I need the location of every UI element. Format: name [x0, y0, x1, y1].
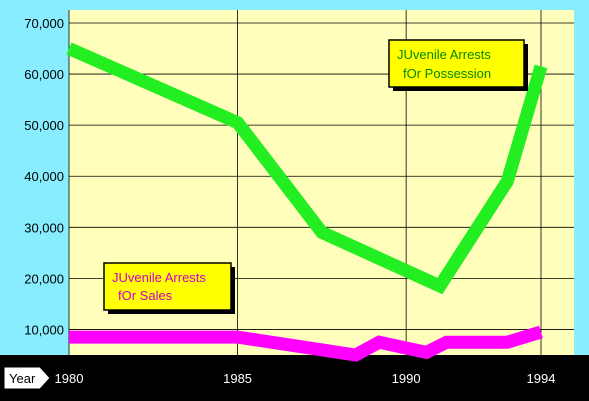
- y-tick-label-1: 20,000: [24, 271, 64, 286]
- y-tick-label-6: 70,000: [24, 16, 64, 31]
- year-arrow-badge: Year: [3, 366, 51, 390]
- callout-sales: JUvenile Arrests fOr Sales: [103, 262, 235, 314]
- x-axis-ticks: 1980 1985 1990 1994: [55, 371, 556, 386]
- series-1: [68, 325, 543, 362]
- x-axis-title: Year: [9, 371, 36, 386]
- callout-possession: JUvenile Arrests fOr Possession: [388, 39, 528, 91]
- x-tick-label-3: 1994: [527, 371, 556, 386]
- callout-sales-line2: fOr Sales: [118, 288, 173, 303]
- series-line-1: [69, 325, 543, 362]
- x-tick-label-0: 1980: [55, 371, 84, 386]
- series-line-0: [66, 42, 548, 295]
- callout-sales-line1: JUvenile Arrests: [112, 270, 206, 285]
- series-lines: [66, 42, 548, 362]
- callout-possession-line2: fOr Possession: [403, 66, 491, 81]
- callout-possession-line1: JUvenile Arrests: [397, 47, 491, 62]
- y-tick-label-4: 50,000: [24, 118, 64, 133]
- x-tick-label-1: 1985: [223, 371, 252, 386]
- year-arrow-icon: [3, 366, 51, 390]
- y-tick-label-2: 30,000: [24, 220, 64, 235]
- y-tick-label-3: 40,000: [24, 169, 64, 184]
- callout-possession-box: [388, 39, 525, 88]
- y-tick-label-0: 10,000: [24, 322, 64, 337]
- y-tick-label-5: 60,000: [24, 67, 64, 82]
- x-tick-label-2: 1990: [392, 371, 421, 386]
- callout-sales-box: [103, 262, 232, 311]
- x-axis-band: [0, 355, 589, 401]
- series-0: [66, 42, 548, 295]
- y-axis-ticks: 10,000 20,000 30,000 40,000 50,000 60,000 70,0…: [24, 16, 64, 337]
